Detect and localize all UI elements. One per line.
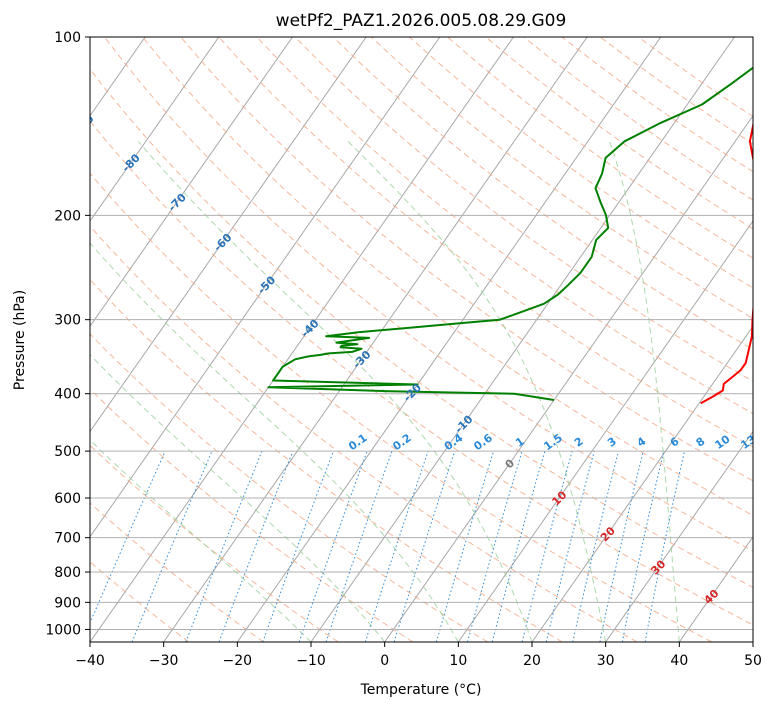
mixing-ratio-line: [185, 450, 263, 642]
mixing-ratio-line: [131, 450, 213, 642]
dry-adiabat: [256, 37, 753, 415]
x-tick-label: 20: [523, 653, 541, 669]
mixing-ratio-line: [545, 450, 595, 642]
isotherm-line: [0, 37, 72, 642]
dry-adiabat: [90, 388, 414, 642]
mixing-ratio-line: [393, 450, 456, 642]
x-tick-label: 40: [670, 653, 688, 669]
dry-adiabat: [90, 502, 264, 642]
y-tick-label: 600: [54, 491, 81, 507]
isotherm-line: [384, 114, 753, 642]
x-tick-label: 30: [597, 653, 615, 669]
dry-adiabat: [409, 37, 753, 289]
isotherm-line: [678, 535, 753, 642]
pressure-gridlines: [90, 37, 753, 630]
x-tick-label: −20: [223, 653, 253, 669]
moist-adiabat: [90, 439, 312, 642]
isotherm-line: [310, 37, 735, 642]
mixing-ratio-line: [325, 450, 393, 642]
dry-adiabat: [294, 37, 753, 382]
mixing-ratio-line: [90, 450, 166, 625]
isotherm-label: -100: [25, 70, 54, 99]
mixing-ratio-line: [599, 450, 644, 642]
y-tick-label: 1000: [45, 622, 81, 638]
isotherm-line: [236, 37, 662, 642]
x-tick-label: 0: [380, 653, 389, 669]
mixing-ratio-line: [491, 450, 546, 642]
mixing-ratio-line: [262, 450, 334, 642]
y-axis-label: Pressure (hPa): [12, 290, 28, 390]
isotherm-line: [90, 37, 441, 538]
mixing-ratio-label: 16: [760, 432, 775, 452]
y-axis-ticks: 100 200 300 400 500 600 700 800 900 1000: [45, 30, 90, 638]
x-axis-label: Temperature (°C): [360, 682, 482, 698]
mixing-ratio-line: [218, 450, 294, 642]
plot-background: [90, 37, 753, 642]
dry-adiabat: [90, 225, 638, 642]
mixing-ratio-line: [572, 450, 620, 642]
dry-adiabat: [142, 37, 753, 517]
mixing-ratio-line: [298, 450, 368, 642]
x-tick-label: −10: [296, 653, 326, 669]
y-tick-label: 400: [54, 387, 81, 403]
isotherm-line: [90, 37, 514, 642]
dry-adiabat: [90, 278, 563, 642]
isotherm-line: [531, 325, 753, 642]
mixing-ratio-line: [364, 450, 429, 642]
x-tick-label: 10: [449, 653, 467, 669]
y-tick-label: 800: [54, 565, 81, 581]
isotherm-line: [457, 220, 753, 642]
y-tick-label: 700: [54, 531, 81, 547]
isotherm-line: [752, 641, 753, 642]
x-tick-label: 50: [744, 653, 762, 669]
y-tick-label: 100: [54, 30, 81, 46]
x-tick-label: −40: [75, 653, 105, 669]
isotherm-line: [605, 430, 753, 642]
x-tick-label: −30: [149, 653, 179, 669]
mixing-ratio-line: [521, 450, 573, 642]
y-tick-label: 500: [54, 444, 81, 460]
isotherm-line: [163, 37, 588, 642]
y-tick-label: 900: [54, 595, 81, 611]
x-axis-ticks: −40 −30 −20 −10 0 10 20 30 40 50: [75, 642, 762, 669]
mixing-ratio-line: [467, 450, 523, 642]
dry-adiabat: [90, 120, 753, 626]
isotherm-line: [90, 37, 293, 328]
isotherm-line: [90, 37, 367, 433]
chart-title: wetPf2_PAZ1.2026.005.08.29.G09: [276, 11, 567, 31]
dewpoint-trace: [267, 66, 753, 401]
dry-adiabat: [90, 172, 712, 642]
isotherm-label: -90: [73, 112, 96, 135]
mixing-ratio-line: [435, 450, 495, 642]
dry-adiabat: [218, 37, 753, 448]
plot-frame: [89, 36, 754, 643]
dry-adiabat: [104, 37, 753, 552]
y-tick-label: 200: [54, 208, 81, 224]
dry-adiabat: [90, 68, 753, 589]
dry-adiabat: [90, 333, 488, 642]
isotherm-line: [90, 37, 220, 222]
y-tick-label: 300: [54, 313, 81, 329]
